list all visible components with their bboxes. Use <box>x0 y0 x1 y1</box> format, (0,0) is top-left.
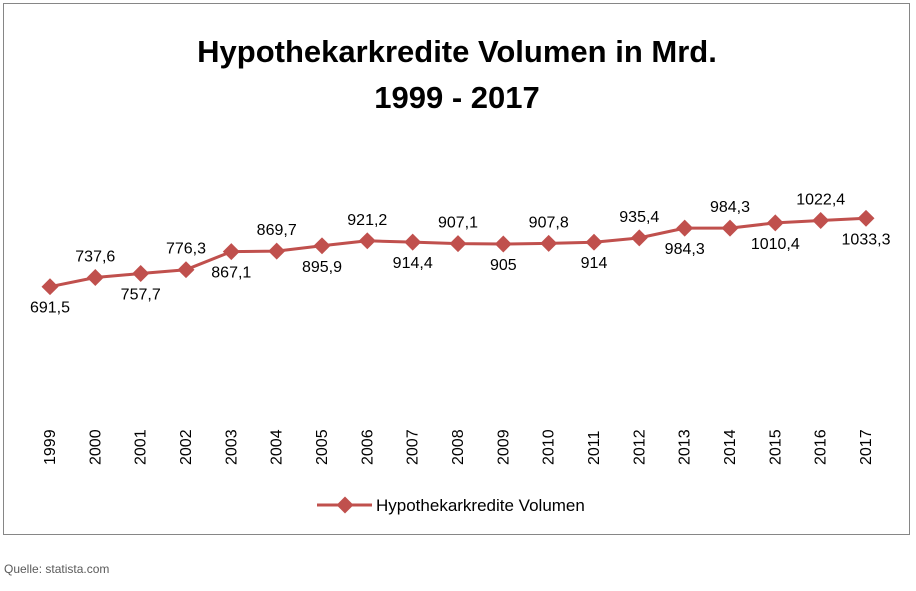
data-point-marker <box>812 212 830 229</box>
series-group <box>41 209 875 296</box>
legend: Hypothekarkredite Volumen <box>317 496 585 515</box>
x-tick-label: 2013 <box>677 429 694 465</box>
data-labels: 691,5 737,6 757,7 776,3 867,1 869,7 895,9 921,2… <box>30 192 891 317</box>
x-tick-label: 2000 <box>87 429 104 465</box>
x-tick-label: 2007 <box>405 429 422 465</box>
data-point-marker <box>676 219 694 237</box>
data-point-marker <box>132 265 150 282</box>
data-point-marker <box>404 233 422 251</box>
x-tick-label: 2011 <box>586 430 603 465</box>
data-label: 691,5 <box>30 300 70 317</box>
x-tick-label: 2010 <box>541 429 558 465</box>
data-label: 984,3 <box>710 199 750 216</box>
data-label: 907,8 <box>529 214 569 231</box>
chart-frame: Hypothekarkredite Volumen in Mrd. 1999 -… <box>3 3 910 535</box>
data-label: 984,3 <box>665 241 705 258</box>
data-point-marker <box>540 234 558 252</box>
x-tick-label: 2016 <box>813 429 830 465</box>
x-tick-label: 2014 <box>722 429 739 465</box>
data-label: 935,4 <box>619 209 659 226</box>
data-point-marker <box>358 232 376 250</box>
data-label: 905 <box>490 257 517 274</box>
data-label: 1033,3 <box>842 231 891 248</box>
x-tick-label: 2001 <box>133 429 150 465</box>
x-tick-label: 2003 <box>223 429 240 465</box>
data-point-marker <box>721 219 739 237</box>
data-label: 867,1 <box>211 265 251 282</box>
data-label: 757,7 <box>121 287 161 304</box>
data-point-marker <box>41 278 59 296</box>
data-label: 895,9 <box>302 259 342 276</box>
data-point-marker <box>449 235 467 253</box>
data-point-marker <box>630 229 648 247</box>
x-tick-label: 2017 <box>858 429 875 465</box>
data-point-marker <box>177 261 195 279</box>
data-label: 1010,4 <box>751 236 800 253</box>
legend-marker <box>336 496 354 514</box>
data-label: 1022,4 <box>796 192 845 209</box>
data-label: 737,6 <box>75 249 115 266</box>
x-tick-label: 2006 <box>359 429 376 465</box>
x-tick-label: 2002 <box>178 429 195 465</box>
x-tick-label: 2012 <box>631 429 648 465</box>
data-label: 914 <box>581 255 608 272</box>
data-point-marker <box>494 235 512 253</box>
x-axis-tick-labels: 1999 2000 2001 2002 2003 2004 2005 2006 2007 2008… <box>42 429 875 465</box>
data-label: 914,4 <box>393 255 433 272</box>
data-label: 869,7 <box>257 222 297 239</box>
data-label: 907,1 <box>438 215 478 232</box>
x-tick-label: 2004 <box>269 429 286 465</box>
x-tick-label: 2009 <box>495 429 512 465</box>
legend-label: Hypothekarkredite Volumen <box>376 496 585 515</box>
data-point-marker <box>222 243 240 261</box>
x-tick-label: 2008 <box>450 429 467 465</box>
data-label: 921,2 <box>347 212 387 229</box>
source-note: Quelle: statista.com <box>4 562 110 576</box>
data-label: 776,3 <box>166 241 206 258</box>
x-tick-label: 2015 <box>767 429 784 465</box>
x-tick-label: 2005 <box>314 429 331 465</box>
x-tick-label: 1999 <box>42 429 59 465</box>
data-point-marker <box>313 237 331 255</box>
data-point-marker <box>86 269 104 286</box>
chart-title-line2: 1999 - 2017 <box>374 80 539 115</box>
data-point-marker <box>857 209 875 227</box>
data-point-marker <box>268 242 286 260</box>
line-chart: Hypothekarkredite Volumen in Mrd. 1999 -… <box>30 34 891 515</box>
data-point-marker <box>585 233 603 251</box>
data-point-marker <box>766 214 784 232</box>
chart-title-line1: Hypothekarkredite Volumen in Mrd. <box>197 34 717 69</box>
